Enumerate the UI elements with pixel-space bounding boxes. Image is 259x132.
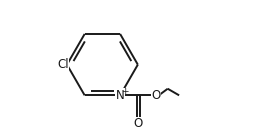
- Text: O: O: [152, 89, 161, 102]
- Text: N: N: [116, 89, 125, 102]
- Text: O: O: [134, 117, 143, 130]
- Text: Cl: Cl: [57, 58, 69, 71]
- Text: +: +: [121, 87, 128, 96]
